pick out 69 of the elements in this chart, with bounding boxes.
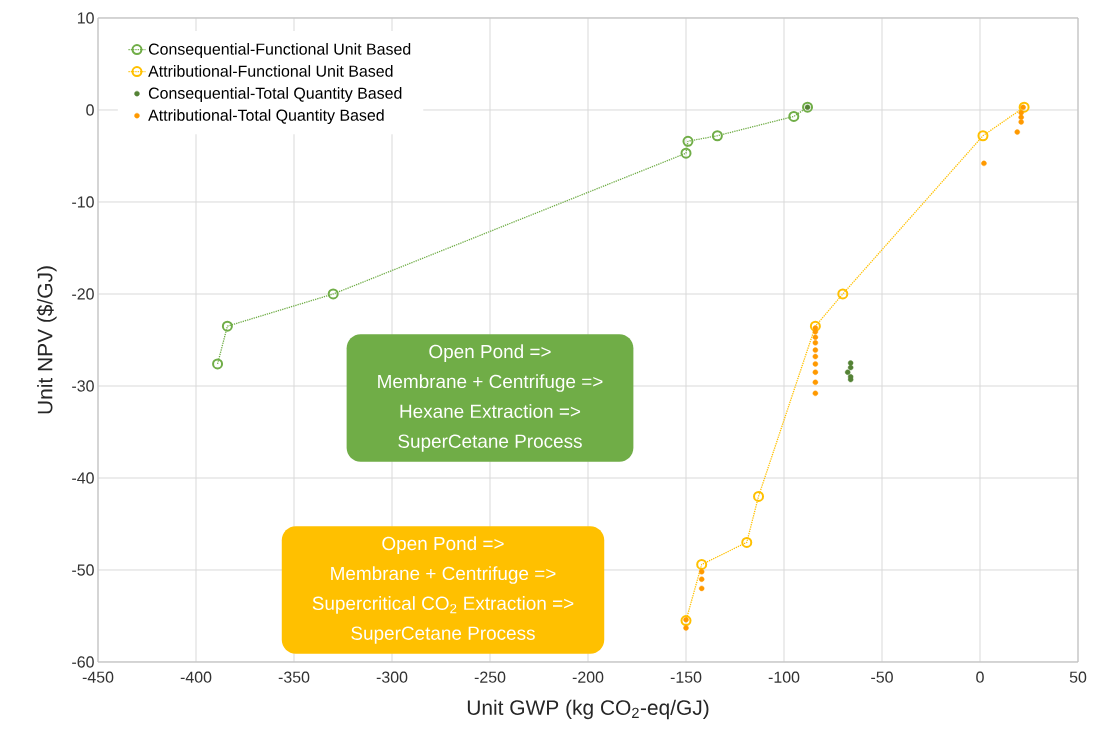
point — [741, 536, 753, 548]
y-tick-label: -10 — [72, 196, 94, 208]
x-tick-label: -300 — [376, 671, 408, 683]
point — [680, 615, 692, 627]
y-tick-label: -60 — [72, 656, 94, 668]
x-tick-label: -150 — [670, 671, 702, 683]
point — [1018, 110, 1024, 116]
y-tick-label: -20 — [72, 288, 94, 300]
point — [683, 625, 689, 631]
point — [812, 347, 819, 353]
point — [1018, 119, 1024, 125]
x-tick-label: -250 — [474, 671, 506, 683]
point — [1018, 101, 1030, 113]
y-tick-label: -40 — [72, 472, 94, 484]
point — [845, 369, 851, 375]
point — [698, 585, 705, 592]
point — [981, 160, 987, 167]
point — [812, 334, 819, 340]
legend-label: Consequential-Total Quantity Based — [148, 87, 402, 102]
point — [837, 288, 849, 300]
x-tick-label: -200 — [572, 671, 604, 683]
point — [327, 288, 339, 300]
point — [788, 110, 800, 122]
x-tick-label: 50 — [1069, 671, 1087, 683]
legend-label: Attributional-Functional Unit Based — [148, 65, 393, 77]
point — [698, 576, 705, 582]
point — [812, 353, 819, 360]
point — [812, 369, 819, 375]
point — [682, 135, 694, 147]
annotation: SuperCetane Process — [398, 434, 582, 452]
y-tick-label: -30 — [72, 380, 94, 392]
x-tick-label: -350 — [278, 671, 310, 683]
annotation: Hexane Extraction => — [400, 404, 581, 419]
point — [680, 147, 692, 159]
point — [847, 364, 854, 371]
point — [812, 340, 819, 346]
y-tick-label: 10 — [77, 12, 94, 24]
point — [698, 569, 705, 575]
x-tick-label: -50 — [871, 671, 893, 683]
point — [812, 379, 819, 386]
annotation: Membrane + Centrifuge => — [331, 566, 556, 584]
annotation: Membrane + Centrifuge => — [378, 374, 603, 392]
y-axis-title: Unit NPV ($/GJ) — [36, 266, 57, 414]
annotation: Open Pond => — [429, 344, 551, 362]
point — [812, 329, 819, 335]
annotation: SuperCetane Process — [351, 626, 535, 644]
point — [812, 361, 819, 367]
point — [847, 360, 854, 366]
point — [809, 320, 821, 332]
point — [221, 320, 233, 332]
x-tick-label: 0 — [976, 671, 984, 683]
x-tick-label: -100 — [768, 671, 800, 683]
y-tick-label: -50 — [72, 564, 94, 576]
point — [1014, 129, 1020, 135]
point — [696, 558, 708, 570]
point — [977, 130, 989, 142]
point — [212, 358, 224, 370]
x-tick-label: -400 — [180, 671, 212, 683]
x-tick-label: -450 — [82, 671, 114, 683]
annotation: Open Pond => — [382, 536, 504, 554]
point — [711, 130, 723, 142]
legend-label: Consequential-Functional Unit Based — [148, 43, 411, 58]
point — [1018, 114, 1024, 121]
point — [812, 390, 819, 397]
point — [753, 490, 765, 502]
annotation: Supercritical CO$_{2}$ Extraction => — [312, 596, 574, 614]
y-tick-label: 0 — [86, 104, 94, 116]
legend-label: Attributional-Total Quantity Based — [148, 109, 384, 125]
x-axis-title: Unit GWP (kg CO$_{2}$-eq/GJ) — [467, 699, 709, 720]
